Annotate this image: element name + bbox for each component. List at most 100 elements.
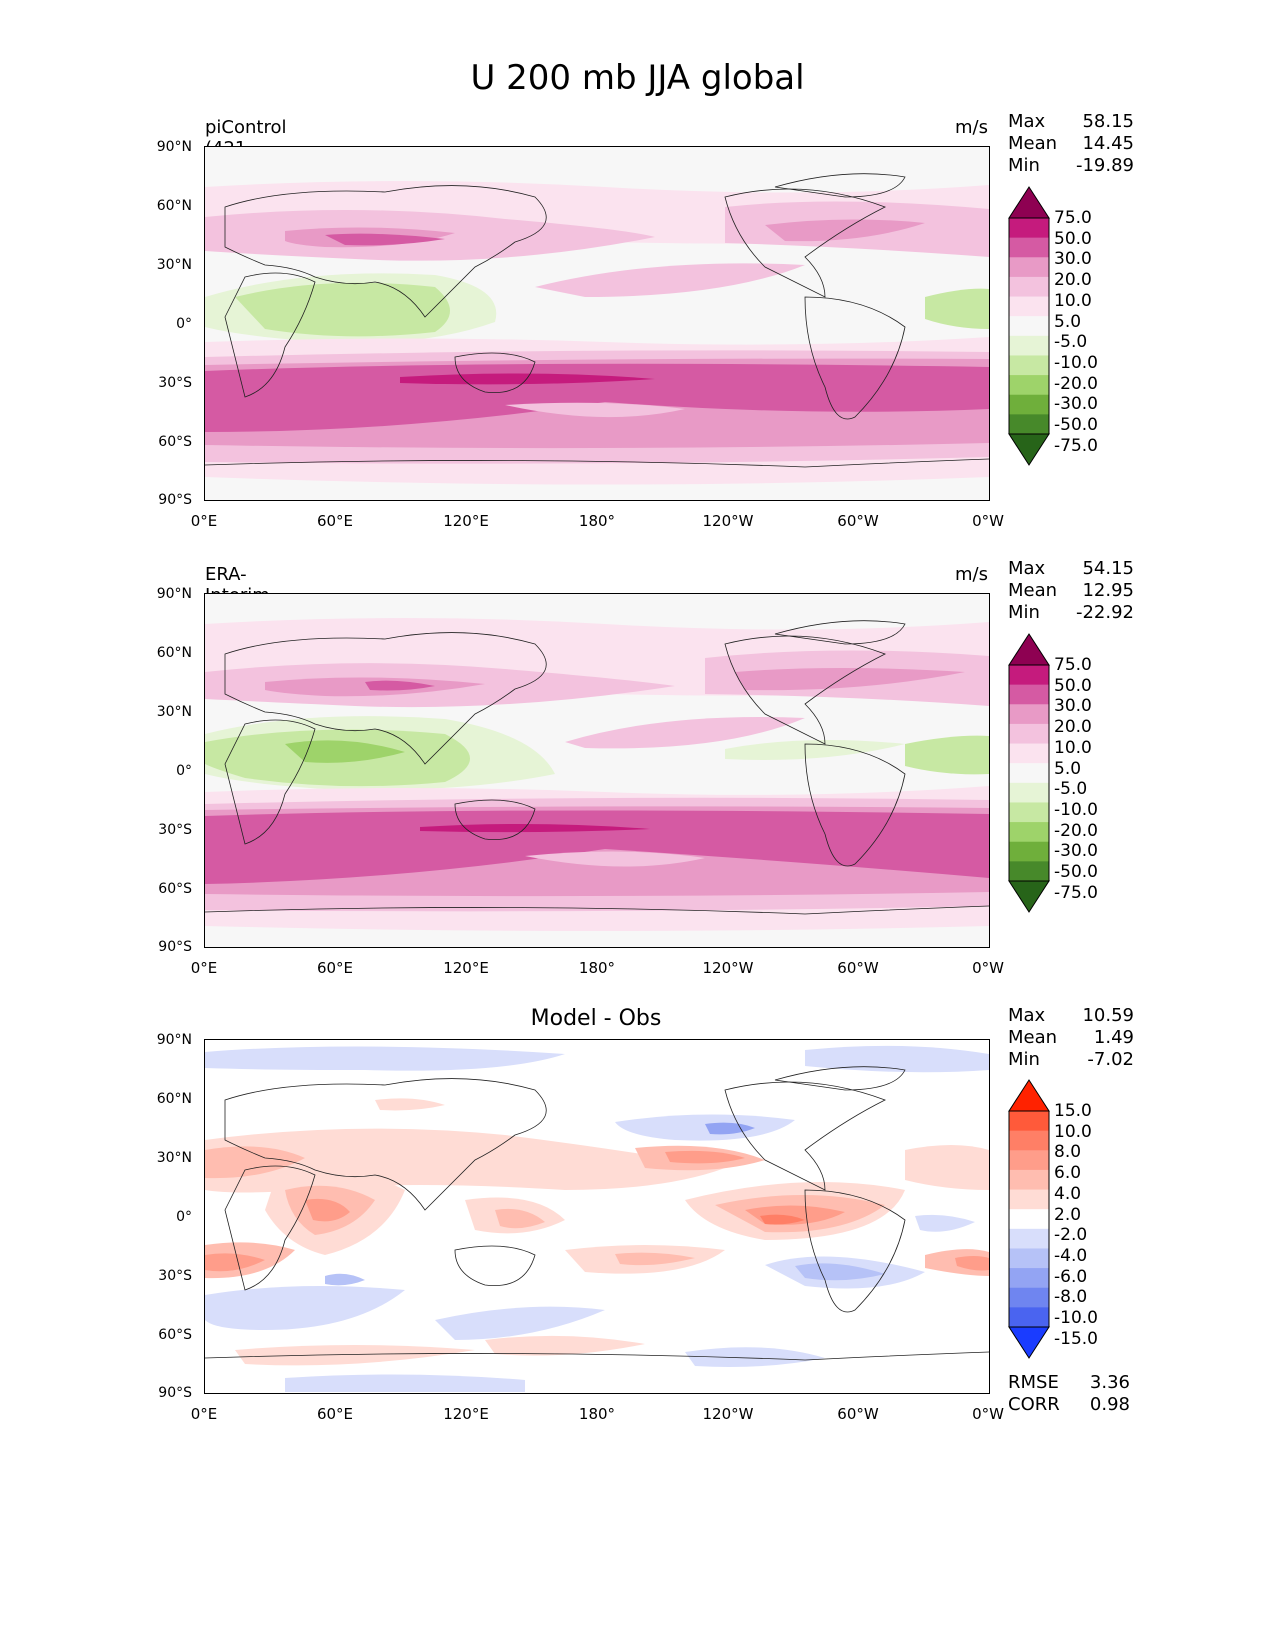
colorbar-level: 2.0 bbox=[1054, 1204, 1082, 1225]
colorbar-swatch bbox=[1009, 394, 1049, 415]
stat-label: Min bbox=[1008, 155, 1040, 176]
x-tick-label: 0°E bbox=[190, 959, 218, 977]
colorbar-extend-max bbox=[1008, 186, 1050, 219]
colorbar-swatch bbox=[1009, 1209, 1049, 1230]
colorbar-swatch bbox=[1009, 802, 1049, 823]
colorbar-level: 50.0 bbox=[1054, 228, 1092, 249]
colorbar-level: -20.0 bbox=[1054, 373, 1098, 394]
colorbar-labels: 75.0 50.0 30.0 20.0 10.0 5.0 -5.0 -10.0 … bbox=[1054, 208, 1098, 456]
y-tick-label: 30°N bbox=[156, 257, 192, 273]
x-tick-label: 60°W bbox=[837, 959, 879, 977]
stat-value: -7.02 bbox=[1087, 1049, 1134, 1070]
colorbar-level: -20.0 bbox=[1054, 820, 1098, 841]
units-label: m/s bbox=[955, 117, 988, 138]
colorbar-swatch bbox=[1009, 1268, 1049, 1289]
colorbar-level: -10.0 bbox=[1054, 799, 1098, 820]
stat-value: 3.36 bbox=[1089, 1372, 1130, 1393]
colorbar-swatch bbox=[1009, 375, 1049, 396]
stat-label: Min bbox=[1008, 1049, 1040, 1070]
x-tick-label: 60°E bbox=[316, 1405, 354, 1423]
x-tick-label: 60°E bbox=[316, 959, 354, 977]
y-tick-label: 90°S bbox=[158, 1385, 192, 1401]
colorbar-swatch bbox=[1009, 1189, 1049, 1210]
colorbar-swatch bbox=[1009, 1248, 1049, 1269]
stat-value: -22.92 bbox=[1075, 602, 1134, 623]
stat-value: 0.98 bbox=[1089, 1394, 1130, 1415]
colorbar-swatch bbox=[1009, 704, 1049, 725]
y-tick-label: 60°S bbox=[158, 434, 192, 450]
panel-title: Model - Obs bbox=[530, 1006, 662, 1031]
colorbar-frame bbox=[1008, 217, 1050, 435]
colorbar-level: -8.0 bbox=[1054, 1287, 1088, 1308]
colorbar-swatch bbox=[1009, 841, 1049, 862]
colorbar-frame bbox=[1008, 1110, 1050, 1328]
colorbar-swatch bbox=[1009, 335, 1049, 356]
stat-label: Mean bbox=[1008, 580, 1058, 601]
colorbar-level: -15.0 bbox=[1054, 1328, 1098, 1349]
colorbar-swatch bbox=[1009, 1287, 1049, 1308]
colorbar-swatches bbox=[1008, 1079, 1050, 1359]
y-tick-label: 90°N bbox=[156, 139, 192, 155]
stat-value: 54.15 bbox=[1082, 558, 1134, 579]
y-tick-label: 0° bbox=[176, 316, 192, 332]
colorbar bbox=[1008, 633, 1050, 913]
y-tick-label: 30°S bbox=[158, 1268, 192, 1284]
colorbar-level: -5.0 bbox=[1054, 332, 1088, 353]
colorbar-swatch bbox=[1009, 237, 1049, 258]
colorbar-level: 10.0 bbox=[1054, 1121, 1092, 1142]
stat-label: Max bbox=[1008, 1005, 1046, 1026]
y-tick-label: 30°N bbox=[156, 704, 192, 720]
colorbar-swatch bbox=[1009, 316, 1049, 337]
stats-box: Max 54.15 Mean 12.95 Min -22.92 bbox=[1008, 558, 1134, 624]
stat-value: 58.15 bbox=[1082, 111, 1134, 132]
colorbar-swatch bbox=[1009, 763, 1049, 784]
colorbar-swatch bbox=[1009, 822, 1049, 843]
colorbar bbox=[1008, 186, 1050, 466]
y-tick-label: 30°S bbox=[158, 375, 192, 391]
y-tick-label: 0° bbox=[176, 1209, 192, 1225]
y-tick-label: 60°S bbox=[158, 1327, 192, 1343]
colorbar-extend-min bbox=[1008, 880, 1050, 913]
y-tick-label: 30°N bbox=[156, 1150, 192, 1166]
colorbar-level: -30.0 bbox=[1054, 394, 1098, 415]
y-tick-label: 90°S bbox=[158, 492, 192, 508]
map-plot bbox=[204, 1039, 990, 1394]
colorbar-labels: 75.0 50.0 30.0 20.0 10.0 5.0 -5.0 -10.0 … bbox=[1054, 655, 1098, 903]
x-tick-label: 180° bbox=[578, 512, 616, 530]
x-tick-label: 60°W bbox=[837, 1405, 879, 1423]
stat-value: 1.49 bbox=[1093, 1027, 1134, 1048]
x-tick-label: 120°W bbox=[702, 1405, 754, 1423]
colorbar-swatches bbox=[1008, 186, 1050, 466]
colorbar-swatch bbox=[1009, 1130, 1049, 1151]
colorbar-level: 20.0 bbox=[1054, 717, 1092, 738]
colorbar-swatch bbox=[1009, 665, 1049, 686]
colorbar-swatch bbox=[1009, 1169, 1049, 1191]
colorbar-swatch bbox=[1009, 257, 1049, 278]
colorbar-level: 15.0 bbox=[1054, 1101, 1092, 1121]
colorbar-level: -10.0 bbox=[1054, 1308, 1098, 1329]
colorbar-level: -5.0 bbox=[1054, 779, 1088, 800]
colorbar-level: 20.0 bbox=[1054, 270, 1092, 291]
colorbar-extend-min bbox=[1008, 1326, 1050, 1359]
y-tick-label: 90°N bbox=[156, 1032, 192, 1048]
stat-label: RMSE bbox=[1008, 1372, 1059, 1393]
colorbar-level: -50.0 bbox=[1054, 862, 1098, 883]
x-tick-label: 60°E bbox=[316, 512, 354, 530]
y-tick-label: 90°S bbox=[158, 939, 192, 955]
colorbar-level: -75.0 bbox=[1054, 435, 1098, 456]
error-stats-box: RMSE 3.36 CORR 0.98 bbox=[1008, 1372, 1130, 1416]
colorbar-swatch bbox=[1009, 1228, 1049, 1249]
y-tick-label: 60°N bbox=[156, 198, 192, 214]
colorbar-level: 8.0 bbox=[1054, 1142, 1082, 1163]
colorbar-swatch bbox=[1009, 296, 1049, 317]
x-tick-label: 60°W bbox=[837, 512, 879, 530]
x-tick-label: 120°E bbox=[443, 1405, 489, 1423]
y-tick-label: 30°S bbox=[158, 822, 192, 838]
stat-label: CORR bbox=[1008, 1394, 1060, 1415]
x-tick-label: 0°W bbox=[972, 959, 1004, 977]
colorbar-swatch bbox=[1009, 782, 1049, 803]
colorbar-level: 4.0 bbox=[1054, 1183, 1082, 1204]
colorbar bbox=[1008, 1079, 1050, 1359]
colorbar-level: 10.0 bbox=[1054, 290, 1092, 311]
x-tick-label: 0°W bbox=[972, 1405, 1004, 1423]
